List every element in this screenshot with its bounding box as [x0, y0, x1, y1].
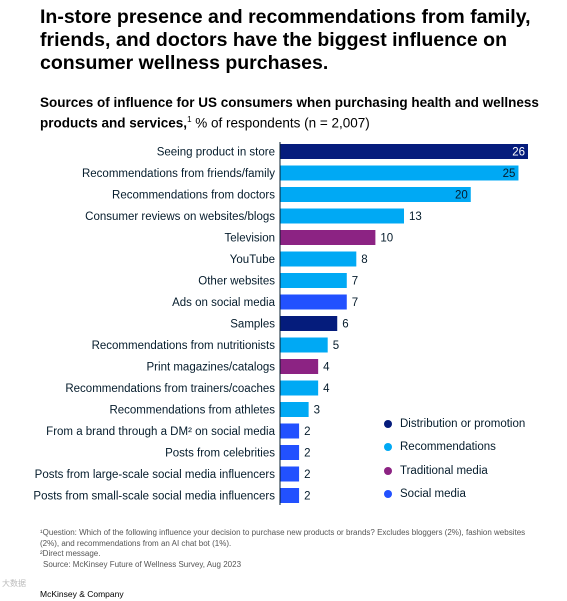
- category-label: Other websites: [198, 276, 275, 288]
- legend-swatch: [384, 443, 392, 452]
- value-label: 7: [352, 297, 358, 309]
- value-label: 10: [380, 233, 393, 245]
- bar: [280, 144, 528, 159]
- bar: [280, 273, 347, 288]
- value-label: 13: [409, 211, 422, 223]
- value-label: 25: [503, 168, 516, 180]
- category-label: Posts from celebrities: [165, 448, 275, 460]
- bar: [280, 402, 309, 417]
- legend-label: Traditional media: [400, 464, 488, 477]
- value-label: 4: [323, 362, 330, 374]
- legend-item: Distribution or promotion: [384, 412, 525, 436]
- category-label: Posts from small-scale social media infl…: [33, 491, 275, 503]
- value-label: 26: [512, 147, 525, 159]
- value-label: 7: [352, 276, 358, 288]
- category-label: Consumer reviews on websites/blogs: [85, 211, 275, 223]
- bar: [280, 337, 328, 353]
- watermark-text: 大数据: [2, 579, 26, 588]
- bar: [280, 466, 300, 482]
- value-label: 8: [361, 254, 367, 266]
- bar: [280, 488, 300, 503]
- category-label: Recommendations from trainers/coaches: [65, 383, 275, 395]
- value-label: 2: [304, 491, 310, 503]
- bar: [280, 316, 338, 331]
- category-label: Ads on social media: [172, 297, 276, 309]
- headline: In-store presence and recommendations fr…: [40, 6, 531, 74]
- legend-item: Recommendations: [384, 436, 525, 460]
- legend-item: Social media: [384, 483, 525, 507]
- subtitle-units: % of respondents (n = 2,007): [191, 115, 370, 131]
- footnote-2: ²Direct message.: [40, 549, 101, 558]
- bar: [280, 165, 519, 181]
- legend-label: Recommendations: [400, 441, 496, 454]
- value-label: 2: [304, 448, 310, 460]
- value-label: 2: [304, 426, 310, 438]
- value-label: 20: [455, 190, 468, 202]
- value-label: 4: [323, 383, 330, 395]
- category-label: Posts from large-scale social media infl…: [35, 469, 276, 481]
- category-label: YouTube: [230, 254, 275, 266]
- value-label: 2: [304, 469, 310, 481]
- chart-subtitle: Sources of influence for US consumers wh…: [40, 94, 540, 132]
- bar: [280, 380, 319, 396]
- bar: [280, 423, 300, 439]
- bar: [280, 251, 357, 267]
- legend-label: Distribution or promotion: [400, 417, 526, 430]
- category-label: Print magazines/catalogs: [147, 362, 276, 374]
- category-label: Seeing product in store: [157, 147, 275, 159]
- value-label: 6: [342, 319, 348, 331]
- legend-item: Traditional media: [384, 459, 525, 483]
- footnotes: ¹Question: Which of the following influe…: [40, 528, 540, 570]
- value-label: 5: [333, 340, 339, 352]
- chart-legend: Distribution or promotion Recommendations…: [384, 412, 525, 506]
- footnote-1: ¹Question: Which of the following influe…: [40, 528, 526, 548]
- value-label: 3: [314, 405, 320, 417]
- brand-name: McKinsey & Company: [40, 589, 124, 599]
- bar: [280, 294, 347, 310]
- category-label: Samples: [230, 319, 275, 331]
- legend-swatch: [384, 419, 392, 428]
- legend-swatch: [384, 490, 392, 499]
- subtitle-bold: Sources of influence for US consumers wh…: [40, 95, 539, 131]
- footnote-marker: 1: [187, 115, 192, 124]
- bar: [280, 208, 404, 224]
- bar: [280, 230, 376, 245]
- legend-label: Social media: [400, 488, 466, 501]
- category-label: Recommendations from nutritionists: [92, 340, 276, 352]
- source-note: Source: McKinsey Future of Wellness Surv…: [43, 559, 242, 569]
- category-label: From a brand through a DM² on social med…: [46, 426, 275, 438]
- category-label: Recommendations from doctors: [112, 190, 275, 202]
- category-label: Recommendations from athletes: [109, 405, 275, 417]
- legend-swatch: [384, 466, 392, 475]
- category-label: Recommendations from friends/family: [82, 168, 275, 180]
- bar: [280, 445, 300, 460]
- category-label: Television: [225, 233, 276, 245]
- bar: [280, 359, 319, 374]
- bar: [280, 187, 471, 202]
